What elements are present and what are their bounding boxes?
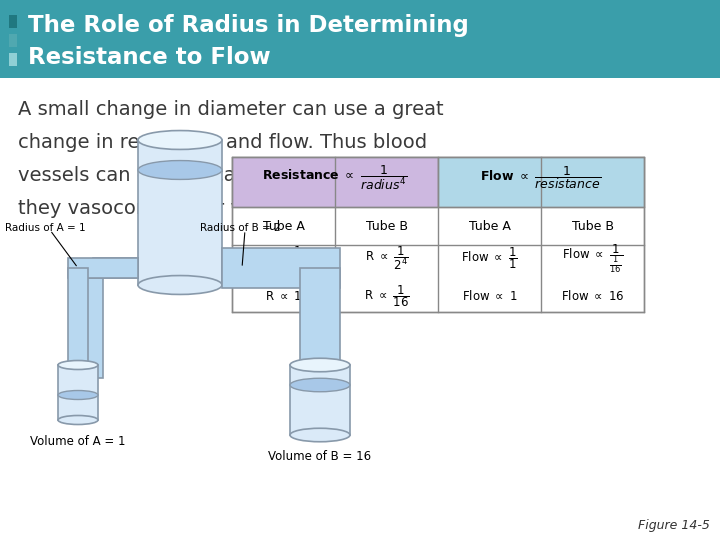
Text: R $\propto$ $\dfrac{1}{1^4}$: R $\propto$ $\dfrac{1}{1^4}$ (261, 245, 305, 273)
Ellipse shape (290, 378, 350, 392)
Ellipse shape (58, 415, 98, 424)
Bar (58, 365, 98, 420)
Text: A small change in diameter can use a great: A small change in diameter can use a gre… (18, 100, 444, 119)
Text: $\mathbf{Flow}$ $\propto$ $\dfrac{1}{resistance}$: $\mathbf{Flow}$ $\propto$ $\dfrac{1}{res… (480, 165, 601, 192)
Text: vessels can dramatically alter blood flow when: vessels can dramatically alter blood flo… (18, 166, 475, 185)
Text: Tube B: Tube B (572, 219, 613, 233)
Bar (232, 157, 438, 207)
Text: Radius of A = 1: Radius of A = 1 (5, 223, 86, 233)
Text: R $\propto$ $\dfrac{1}{16}$: R $\propto$ $\dfrac{1}{16}$ (364, 284, 409, 309)
Bar (222, 248, 340, 288)
Bar (138, 140, 222, 285)
Text: The Role of Radius in Determining: The Role of Radius in Determining (28, 14, 469, 37)
Ellipse shape (138, 275, 222, 294)
Bar (68, 258, 138, 278)
Bar (290, 365, 350, 435)
Ellipse shape (138, 160, 222, 179)
Text: R $\propto$ $\dfrac{1}{2^4}$: R $\propto$ $\dfrac{1}{2^4}$ (364, 245, 408, 273)
Bar (83, 278, 103, 378)
Text: Flow $\propto$ $\dfrac{1}{1}$: Flow $\propto$ $\dfrac{1}{1}$ (461, 246, 518, 271)
Text: Resistance to Flow: Resistance to Flow (28, 46, 271, 69)
Text: Tube B: Tube B (366, 219, 408, 233)
Text: Volume of A = 1: Volume of A = 1 (30, 435, 126, 448)
Ellipse shape (290, 358, 350, 372)
Text: Volume of B = 16: Volume of B = 16 (269, 450, 372, 463)
Bar (300, 268, 340, 365)
Bar (9, 34, 17, 47)
Text: Tube A: Tube A (469, 219, 510, 233)
Text: Figure 14-5: Figure 14-5 (638, 519, 710, 532)
Text: R $\propto$ 1: R $\propto$ 1 (265, 290, 302, 303)
Bar (438, 157, 644, 207)
Ellipse shape (138, 131, 222, 150)
Bar (93, 258, 138, 278)
Ellipse shape (290, 428, 350, 442)
Text: Tube A: Tube A (263, 219, 305, 233)
Bar (9, 53, 17, 66)
Bar (68, 268, 88, 365)
Text: Flow $\propto$ 1: Flow $\propto$ 1 (462, 289, 517, 303)
Text: Flow $\propto$ $\dfrac{1}{\frac{1}{16}}$: Flow $\propto$ $\dfrac{1}{\frac{1}{16}}$ (562, 242, 623, 275)
Text: $\mathbf{Resistance}$ $\propto$ $\dfrac{1}{radius^4}$: $\mathbf{Resistance}$ $\propto$ $\dfrac{… (262, 164, 408, 192)
Ellipse shape (58, 361, 98, 369)
Ellipse shape (58, 390, 98, 400)
Text: Radius of B = 2: Radius of B = 2 (200, 223, 281, 233)
Bar (232, 157, 644, 312)
Text: Flow $\propto$ 16: Flow $\propto$ 16 (561, 289, 624, 303)
Bar (9, 15, 17, 28)
Bar (0, 0, 720, 78)
Text: they vasoconstrict or vasodialate: they vasoconstrict or vasodialate (18, 199, 343, 218)
Text: change in resistance and flow. Thus blood: change in resistance and flow. Thus bloo… (18, 133, 427, 152)
